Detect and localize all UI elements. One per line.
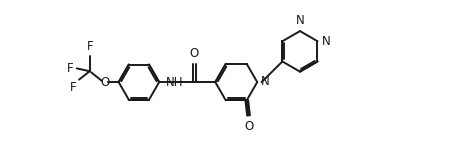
Text: F: F: [67, 62, 74, 75]
Text: N: N: [261, 75, 270, 88]
Text: N: N: [295, 14, 304, 27]
Text: F: F: [70, 81, 76, 94]
Text: O: O: [244, 120, 253, 133]
Text: O: O: [100, 76, 110, 89]
Text: NH: NH: [165, 76, 183, 89]
Text: F: F: [86, 40, 93, 53]
Text: N: N: [322, 35, 330, 48]
Text: O: O: [190, 47, 199, 60]
